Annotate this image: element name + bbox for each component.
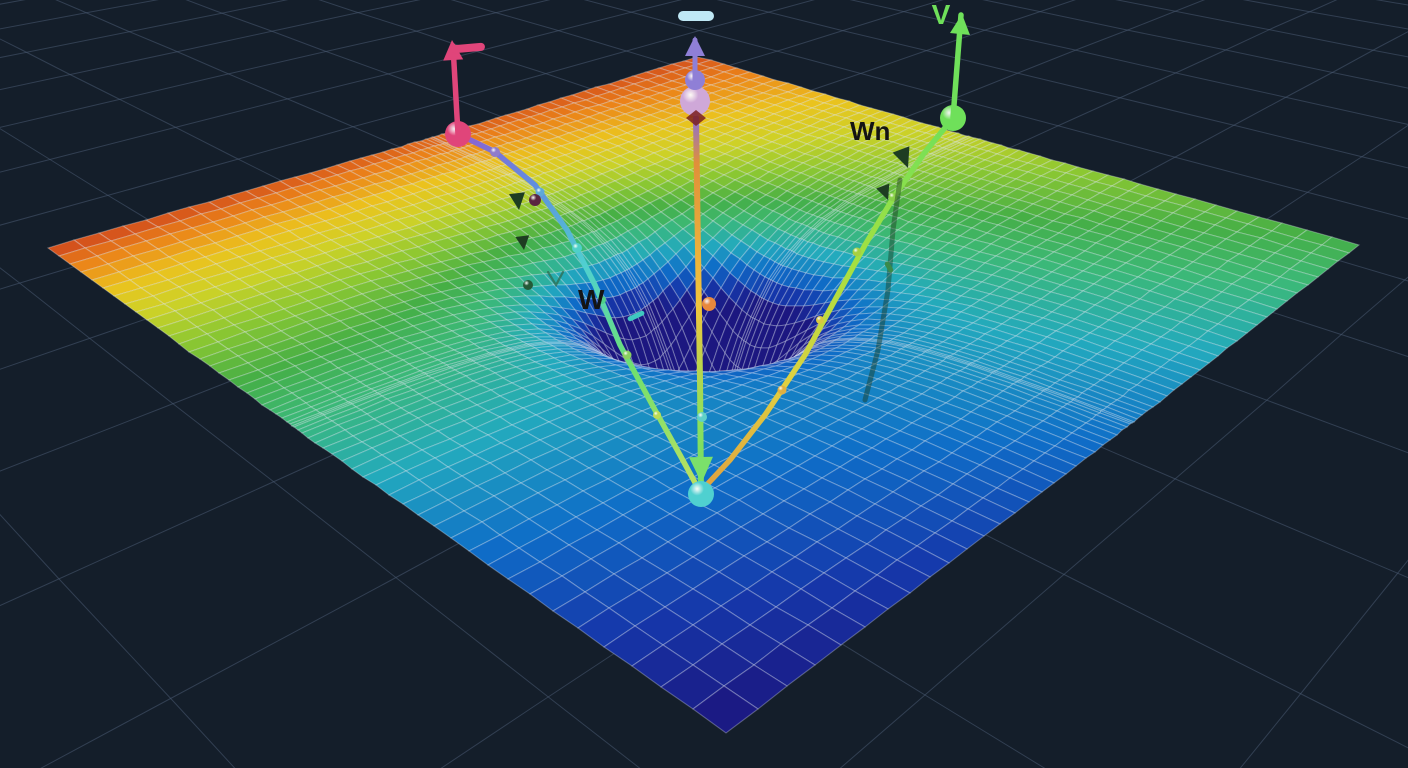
svg-text:V: V: [932, 0, 951, 30]
svg-text:W: W: [578, 284, 605, 315]
svg-text:Wn: Wn: [850, 116, 890, 146]
